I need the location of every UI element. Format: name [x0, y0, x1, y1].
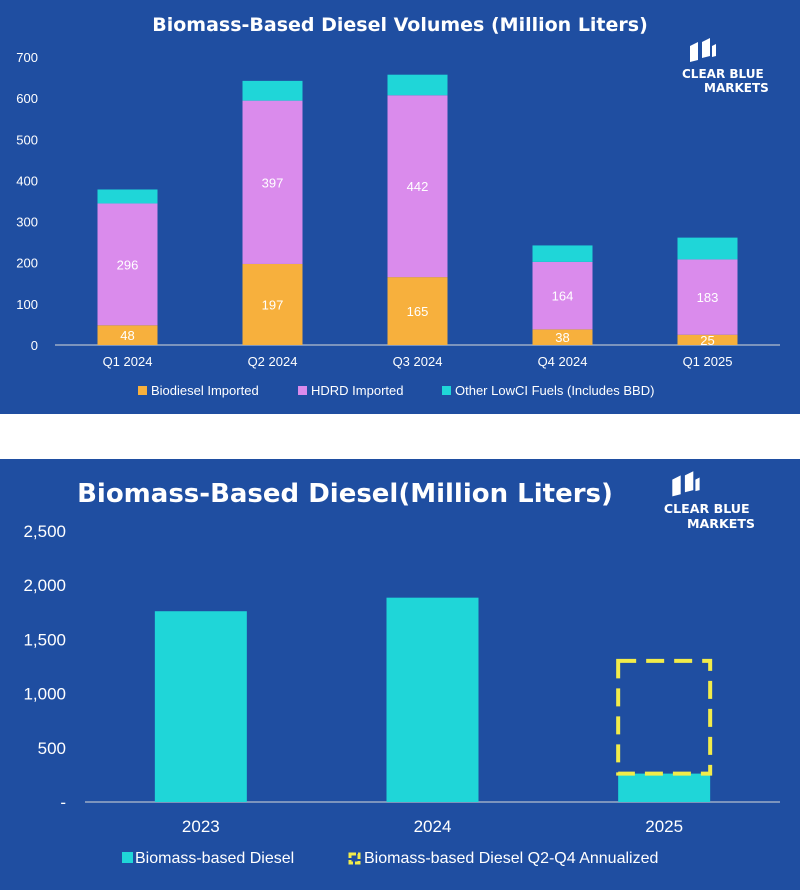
y-tick-label: 300 — [16, 215, 38, 230]
bar-segment-other-lowci-fuels-includes-bbd — [97, 189, 158, 204]
legend-swatch — [138, 386, 147, 395]
x-tick-label: 2025 — [645, 817, 683, 836]
legend-label: Biomass-based Diesel Q2-Q4 Annualized — [364, 850, 658, 867]
bar-segment-other-lowci-fuels-includes-bbd — [387, 74, 448, 96]
x-tick-label: Q2 2024 — [248, 354, 298, 369]
y-tick-label: 500 — [38, 739, 66, 758]
bar-biomass-based-diesel — [154, 611, 247, 802]
logo-mark-icon — [684, 471, 694, 493]
y-tick-label: 600 — [16, 91, 38, 106]
bar-segment-hdrd-imported — [387, 95, 448, 278]
y-tick-label: 100 — [16, 297, 38, 312]
bar-segment-other-lowci-fuels-includes-bbd — [242, 80, 303, 101]
legend-swatch — [442, 386, 451, 395]
bar-segment-biodiesel-imported — [242, 263, 303, 345]
logo-mark-icon — [690, 42, 698, 62]
x-tick-label: Q1 2025 — [683, 354, 733, 369]
y-tick-label: 2,000 — [23, 576, 66, 595]
data-label: 397 — [262, 175, 284, 190]
data-label: 48 — [120, 328, 134, 343]
bar-segment-biodiesel-imported — [677, 334, 738, 345]
legend-swatch — [348, 852, 361, 865]
bar-segment-hdrd-imported — [677, 259, 738, 335]
legend-swatch — [122, 852, 133, 863]
y-tick-label: 0 — [31, 338, 38, 353]
bar-segment-other-lowci-fuels-includes-bbd — [532, 245, 593, 262]
logo-line2: MARKETS — [704, 81, 769, 95]
logo-line1: CLEAR BLUE — [664, 501, 750, 516]
x-tick-label: 2023 — [182, 817, 220, 836]
bar-segment-biodiesel-imported — [532, 329, 593, 345]
data-label: 164 — [552, 289, 574, 304]
y-tick-label: 1,000 — [23, 685, 66, 704]
legend-label: Biomass-based Diesel — [135, 850, 294, 867]
bar-segment-hdrd-imported — [532, 261, 593, 330]
bar-biomass-based-diesel — [618, 773, 711, 802]
chart-title: Biomass-Based Diesel(Million Liters) — [77, 479, 613, 509]
y-tick-label: 700 — [16, 50, 38, 65]
quarterly-volumes-chart: Biomass-Based Diesel Volumes (Million Li… — [16, 14, 780, 398]
data-label: 38 — [555, 330, 569, 345]
logo-mark-icon — [672, 475, 681, 497]
y-tick-label: 500 — [16, 132, 38, 147]
data-label: 296 — [117, 257, 139, 272]
legend-label: HDRD Imported — [311, 383, 403, 398]
x-tick-label: Q1 2024 — [103, 354, 153, 369]
data-label: 25 — [700, 333, 714, 348]
data-label: 197 — [262, 297, 284, 312]
logo-mark-icon — [702, 38, 710, 58]
bar-segment-hdrd-imported — [97, 203, 158, 326]
legend-label: Other LowCI Fuels (Includes BBD) — [455, 383, 654, 398]
annual-bbd-chart: Biomass-Based Diesel(Million Liters) CLEA… — [23, 471, 780, 867]
data-label: 442 — [407, 179, 429, 194]
x-tick-label: Q4 2024 — [538, 354, 588, 369]
chart-title: Biomass-Based Diesel Volumes (Million Li… — [152, 14, 648, 36]
bar-biomass-based-diesel-q2-q4-annualized — [616, 658, 713, 776]
logo-mark-icon — [712, 44, 716, 57]
bar-segment-biodiesel-imported — [387, 277, 448, 345]
bar-segment-hdrd-imported — [242, 100, 303, 264]
y-tick-label: 1,500 — [23, 630, 66, 649]
chart-panel-annual: Biomass-Based Diesel(Million Liters) CLEA… — [0, 459, 800, 890]
y-tick-label: 400 — [16, 173, 38, 188]
y-tick-label: 200 — [16, 256, 38, 271]
x-tick-label: 2024 — [414, 817, 452, 836]
logo-line2: MARKETS — [687, 516, 755, 531]
legend-label: Biodiesel Imported — [151, 383, 259, 398]
data-label: 165 — [407, 304, 429, 319]
bar-biomass-based-diesel — [386, 597, 479, 802]
logo-mark-icon — [695, 477, 700, 492]
bar-segment-biodiesel-imported — [97, 325, 158, 345]
x-tick-label: Q3 2024 — [393, 354, 443, 369]
data-label: 183 — [697, 290, 719, 305]
logo-line1: CLEAR BLUE — [682, 67, 764, 81]
bar-segment-other-lowci-fuels-includes-bbd — [677, 237, 738, 260]
legend-swatch — [298, 386, 307, 395]
y-tick-label: - — [60, 793, 66, 812]
y-tick-label: 2,500 — [23, 522, 66, 541]
chart-panel-quarterly: Biomass-Based Diesel Volumes (Million Li… — [0, 0, 800, 414]
